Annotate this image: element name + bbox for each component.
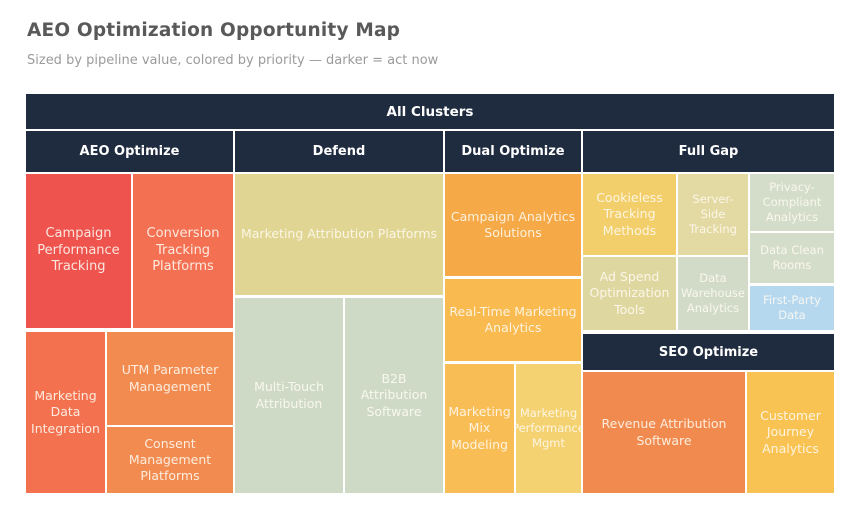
tile-real-time-marketing-analytics[interactable]: Real-Time Marketing Analytics [445, 279, 581, 361]
tile-marketing-performance-mgmt[interactable]: Marketing Performance Mgmt [516, 364, 581, 493]
tile-conversion-tracking-platforms[interactable]: Conversion Tracking Platforms [133, 174, 233, 328]
tile-campaign-performance-tracking[interactable]: Campaign Performance Tracking [26, 174, 131, 328]
tile-utm-parameter-management[interactable]: UTM Parameter Management [107, 332, 233, 425]
tile-data-warehouse-analytics[interactable]: Data Warehouse Analytics [678, 257, 748, 330]
tile-marketing-data-integration[interactable]: Marketing Data Integration [26, 332, 105, 493]
cluster-header-aeo-optimize[interactable]: AEO Optimize [26, 131, 233, 172]
tile-campaign-analytics-solutions[interactable]: Campaign Analytics Solutions [445, 174, 581, 276]
tile-data-clean-rooms[interactable]: Data Clean Rooms [750, 233, 834, 283]
tile-b2b-attribution-software[interactable]: B2B Attribution Software [345, 298, 443, 493]
tile-multi-touch-attribution[interactable]: Multi-Touch Attribution [235, 298, 343, 493]
tile-marketing-attribution-platforms[interactable]: Marketing Attribution Platforms [235, 174, 443, 295]
page-title: AEO Optimization Opportunity Map [27, 20, 401, 41]
tile-revenue-attribution-software[interactable]: Revenue Attribution Software [583, 372, 745, 493]
tile-server-side-tracking[interactable]: Server-Side Tracking [678, 174, 748, 255]
tile-customer-journey-analytics[interactable]: Customer Journey Analytics [747, 372, 834, 493]
page-subtitle: Sized by pipeline value, colored by prio… [27, 53, 439, 68]
tile-consent-management-platforms[interactable]: Consent Management Platforms [107, 427, 233, 493]
tile-first-party-data[interactable]: First-Party Data [750, 286, 834, 330]
tile-ad-spend-optimization-tools[interactable]: Ad Spend Optimization Tools [583, 257, 676, 330]
cluster-header-seo-optimize[interactable]: SEO Optimize [583, 334, 834, 370]
tile-privacy-compliant-analytics[interactable]: Privacy-Compliant Analytics [750, 174, 834, 231]
tile-cookieless-tracking-methods[interactable]: Cookieless Tracking Methods [583, 174, 676, 255]
cluster-header-dual-optimize[interactable]: Dual Optimize [445, 131, 581, 172]
treemap-canvas: All Clusters AEO Optimize Defend Dual Op… [26, 94, 834, 493]
tile-marketing-mix-modeling[interactable]: Marketing Mix Modeling [445, 364, 514, 493]
cluster-header-defend[interactable]: Defend [235, 131, 443, 172]
cluster-header-full-gap[interactable]: Full Gap [583, 131, 834, 172]
treemap-root-header[interactable]: All Clusters [26, 94, 834, 129]
